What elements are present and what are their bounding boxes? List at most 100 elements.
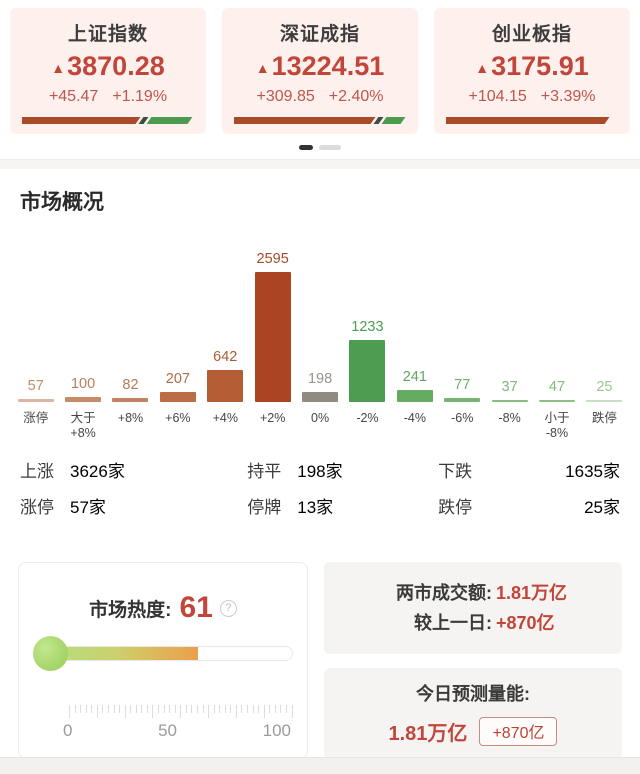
gauge-tick xyxy=(141,705,143,713)
axis-tick-label: 0% xyxy=(311,411,330,425)
bar-value-label: 82 xyxy=(122,377,139,393)
bar-value-label: 37 xyxy=(501,379,518,395)
heat-gauge xyxy=(33,636,295,677)
market-heat-card: 市场热度: 61 ? 0 50 100 xyxy=(18,562,308,759)
pagination-dot[interactable] xyxy=(319,145,341,150)
bar xyxy=(207,370,244,402)
index-change-percent: +3.39% xyxy=(540,88,596,105)
scale-max: 100 xyxy=(262,721,291,740)
gauge-tick xyxy=(169,705,171,713)
gauge-tick xyxy=(224,705,226,713)
bar xyxy=(17,399,54,402)
index-price: 3175.91 xyxy=(491,51,589,81)
index-name: 深证成指 xyxy=(279,24,360,45)
forecast-change-badge: +870亿 xyxy=(479,717,558,747)
market-summary: 上涨 3626家 持平 198家 下跌 1635家 涨停 57家 停牌 13家 … xyxy=(20,457,620,518)
gauge-tick xyxy=(124,705,126,718)
heat-value: 61 xyxy=(179,591,213,624)
bar-value-label: 2595 xyxy=(256,251,289,267)
index-name: 创业板指 xyxy=(491,24,572,45)
index-change-amount: +104.15 xyxy=(468,88,527,105)
gauge-tick xyxy=(113,705,115,713)
summary-label: 涨停 xyxy=(20,498,54,517)
summary-limit-down: 跌停 25家 xyxy=(438,493,620,518)
bar-column: 37 xyxy=(486,242,533,402)
bar xyxy=(302,392,339,402)
gauge-ticks xyxy=(69,705,293,718)
gauge-tick xyxy=(107,705,109,713)
bar-value-label: 198 xyxy=(307,371,333,387)
axis-tick-label: -8% xyxy=(498,411,521,425)
gauge-tick xyxy=(291,705,293,718)
gauge-tick xyxy=(85,705,87,713)
gauge-fill xyxy=(52,647,199,660)
index-change: +45.47 +1.19% xyxy=(18,88,198,106)
bar-value-label: 207 xyxy=(165,371,190,387)
turnover-value: +870亿 xyxy=(496,612,555,633)
gauge-tick xyxy=(152,705,154,718)
index-change-percent: +2.40% xyxy=(328,88,384,105)
up-down-ratio-bar xyxy=(446,117,618,124)
summary-label: 停牌 xyxy=(247,498,282,517)
forecast-card: 今日预测量能: 1.81万亿 +870亿 xyxy=(324,667,622,759)
gauge-tick xyxy=(280,705,282,713)
gauge-bulb-icon xyxy=(33,636,68,671)
gauge-scale: 0 50 100 xyxy=(63,721,291,741)
bar-value-label: 642 xyxy=(213,349,238,365)
gauge-tick xyxy=(241,705,243,713)
index-row: 上证指数 ▲3870.28 +45.47 +1.19% 深证成指 ▲13224.… xyxy=(0,8,640,134)
summary-label: 下跌 xyxy=(438,462,473,481)
index-card-shanghai[interactable]: 上证指数 ▲3870.28 +45.47 +1.19% xyxy=(10,8,206,134)
gauge-tick xyxy=(91,705,93,713)
index-change: +309.85 +2.40% xyxy=(230,88,410,106)
gauge-tick xyxy=(135,705,137,713)
gauge-tick xyxy=(191,705,193,713)
index-change-amount: +309.85 xyxy=(256,88,315,105)
index-name: 上证指数 xyxy=(67,24,148,45)
help-icon[interactable]: ? xyxy=(219,599,237,617)
gauge-tick xyxy=(146,705,148,713)
index-card-chinext[interactable]: 创业板指 ▲3175.91 +104.15 +3.39% xyxy=(434,8,630,134)
heat-label: 市场热度: xyxy=(89,599,172,621)
bar-value-label: 57 xyxy=(27,378,44,394)
gauge-tick xyxy=(174,705,176,713)
index-card-shenzhen[interactable]: 深证成指 ▲13224.51 +309.85 +2.40% xyxy=(222,8,418,134)
pagination-dot-active[interactable] xyxy=(299,145,313,150)
bottom-strip xyxy=(0,757,640,774)
bar-column: 642 xyxy=(202,242,249,402)
gauge-tick xyxy=(230,705,232,713)
bar xyxy=(538,400,575,402)
gauge-tick xyxy=(213,705,215,713)
bar xyxy=(159,392,196,402)
axis-tick-label: 大于 +8% xyxy=(70,411,96,440)
axis-tick-label: -6% xyxy=(451,411,474,425)
gauge-tick xyxy=(235,705,237,718)
summary-value: 25家 xyxy=(584,498,620,517)
summary-limit-up: 涨停 57家 xyxy=(20,493,247,518)
turnover-label: 两市成交额: xyxy=(396,582,492,603)
gauge-tick xyxy=(258,705,260,713)
bottom-cards-row: 市场热度: 61 ? 0 50 100 两市成交额: 1.81万亿 xyxy=(18,562,622,759)
index-section: 上证指数 ▲3870.28 +45.47 +1.19% 深证成指 ▲13224.… xyxy=(0,0,640,150)
ratio-down-segment xyxy=(381,117,406,124)
market-overview-panel: 市场概况 57 100 82 207 642 2595 198 1233 241 77 37 47 25… xyxy=(0,169,640,759)
axis-tick-label: +6% xyxy=(165,411,191,425)
gauge-tick xyxy=(163,705,165,713)
summary-flat: 持平 198家 xyxy=(247,457,438,482)
turnover-row: 较上一日: +870亿 xyxy=(324,608,622,638)
up-arrow-icon: ▲ xyxy=(51,60,66,76)
index-value: ▲3175.91 xyxy=(442,51,622,82)
turnover-row: 两市成交额: 1.81万亿 xyxy=(324,578,622,608)
gauge-tick xyxy=(74,705,76,713)
up-down-ratio-bar xyxy=(234,117,406,124)
forecast-value: 1.81万亿 xyxy=(388,723,468,746)
ratio-up-segment xyxy=(234,117,376,124)
up-down-ratio-bar xyxy=(22,117,194,124)
summary-rising: 上涨 3626家 xyxy=(20,457,247,482)
bar xyxy=(586,400,623,402)
carousel-pagination xyxy=(0,145,640,150)
bar-column: 207 xyxy=(154,242,201,402)
up-arrow-icon: ▲ xyxy=(255,60,270,76)
index-change-amount: +45.47 xyxy=(48,88,99,105)
summary-label: 持平 xyxy=(247,462,282,481)
